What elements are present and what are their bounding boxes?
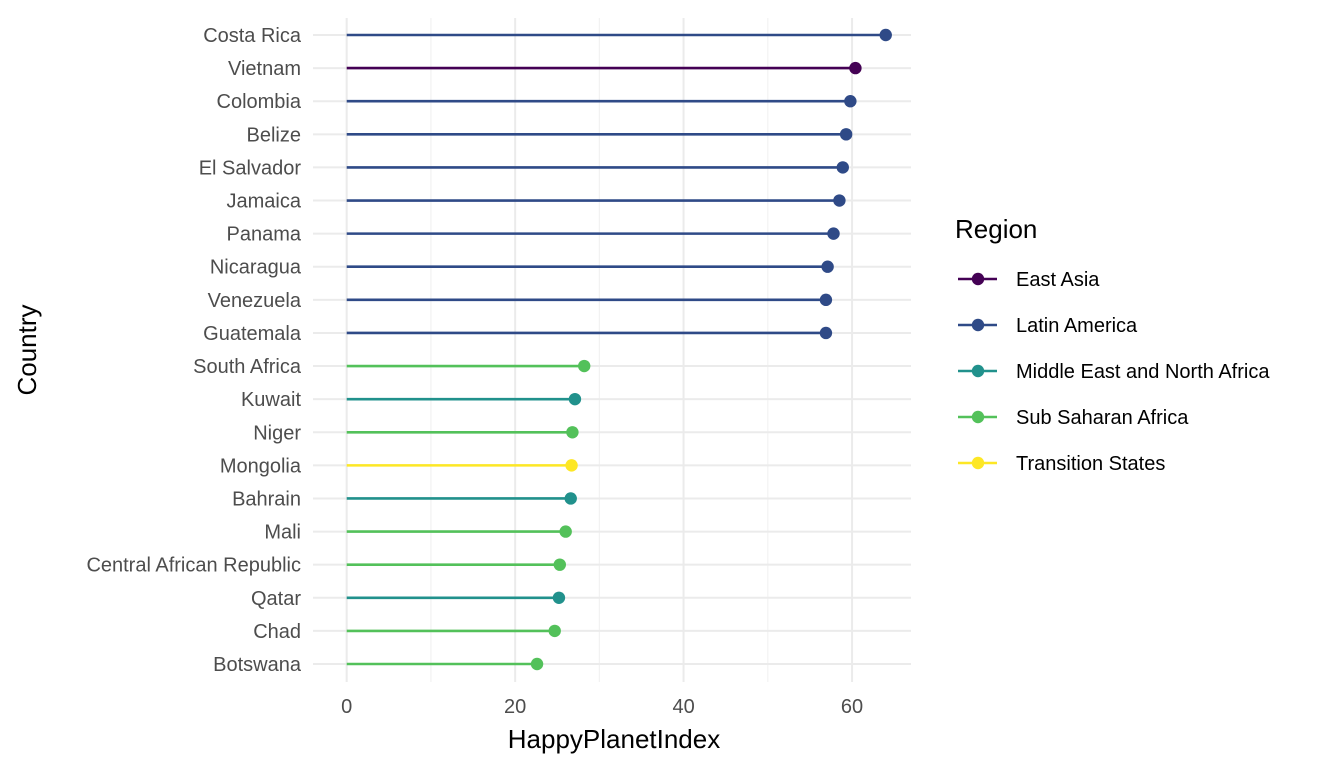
y-tick-label: Niger — [253, 422, 301, 444]
data-point — [879, 28, 892, 42]
y-tick-label: South Africa — [193, 356, 302, 378]
legend-label: Middle East and North Africa — [1016, 361, 1270, 383]
data-point — [568, 392, 582, 406]
y-tick-label: Nicaragua — [210, 257, 302, 279]
y-tick-label: Chad — [253, 621, 301, 643]
y-tick-label: Panama — [227, 224, 302, 246]
grid — [313, 18, 911, 682]
data-point — [819, 326, 833, 340]
data-point — [553, 558, 566, 571]
y-tick-label: Belize — [247, 124, 301, 146]
y-tick-label: Colombia — [217, 91, 302, 113]
data-point — [833, 194, 846, 207]
legend-key-point — [971, 318, 985, 332]
y-tick-label: Guatemala — [203, 323, 302, 345]
data-point — [827, 227, 840, 240]
y-tick-label: Mali — [264, 522, 301, 544]
y-tick-label: Botswana — [213, 654, 302, 676]
data-point — [552, 591, 566, 604]
y-tick-label: Mongolia — [220, 455, 302, 477]
y-tick-label: Costa Rica — [203, 25, 302, 47]
legend-key-point — [971, 410, 985, 424]
y-tick-label: Jamaica — [227, 191, 302, 213]
legend-label: East Asia — [1016, 269, 1100, 291]
y-tick-label: Kuwait — [241, 389, 301, 411]
y-tick-label: Venezuela — [208, 290, 302, 312]
y-tick-label: Qatar — [251, 588, 301, 610]
data-point — [819, 293, 833, 307]
data-point — [578, 359, 591, 373]
x-tick-label: 20 — [504, 696, 526, 718]
data-point — [564, 492, 577, 505]
data-point — [559, 525, 572, 538]
legend-key-point — [971, 272, 985, 286]
y-tick-label: Vietnam — [228, 58, 301, 80]
y-tick-label: Bahrain — [232, 488, 301, 510]
data-point — [548, 624, 561, 638]
x-tick-label: 40 — [672, 696, 694, 718]
data-point — [844, 95, 857, 108]
legend: Region East Asia Latin America Middle East… — [955, 214, 1270, 475]
legend-key-point — [971, 364, 985, 378]
data-point — [530, 657, 544, 671]
stems — [346, 33, 886, 666]
data-point — [839, 128, 853, 141]
legend-label: Sub Saharan Africa — [1016, 407, 1189, 429]
points — [530, 28, 892, 671]
y-axis-tick-labels: Costa Rica Vietnam Colombia Belize El Salvad… — [86, 25, 301, 676]
data-point — [836, 161, 849, 174]
y-axis-title: Country — [12, 304, 42, 395]
y-tick-label: El Salvador — [199, 157, 302, 179]
data-point — [821, 260, 834, 273]
data-point — [849, 61, 862, 75]
legend-label: Transition States — [1016, 453, 1165, 475]
y-tick-label: Central African Republic — [86, 555, 301, 577]
data-point — [566, 426, 579, 439]
x-tick-label: 0 — [341, 696, 352, 718]
x-tick-label: 60 — [841, 696, 863, 718]
legend-key-point — [971, 456, 985, 470]
data-point — [565, 459, 578, 472]
x-axis-tick-labels: 0 20 40 60 — [341, 696, 863, 718]
legend-title: Region — [955, 214, 1037, 244]
legend-entries: East Asia Latin America Middle East and No… — [958, 269, 1270, 475]
x-axis-title: HappyPlanetIndex — [508, 724, 720, 754]
legend-label: Latin America — [1016, 315, 1138, 337]
